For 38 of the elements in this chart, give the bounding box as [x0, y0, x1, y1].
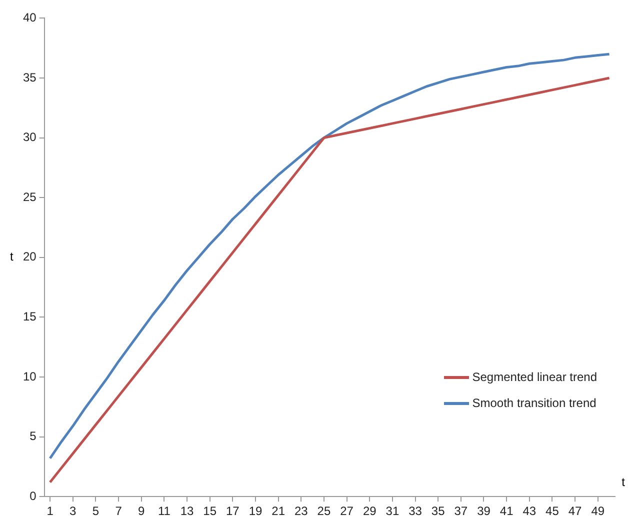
y-tick-label: 20 — [22, 250, 37, 264]
y-tick-label: 10 — [22, 369, 37, 384]
x-tick-label: 19 — [248, 504, 262, 518]
x-tick-label: 43 — [522, 504, 536, 518]
x-tick-label: 13 — [180, 504, 194, 518]
y-tick-label: 5 — [30, 429, 37, 444]
x-tick-label: 9 — [138, 504, 146, 518]
x-tick-label: 49 — [591, 504, 605, 518]
x-tick-label: 7 — [115, 504, 122, 518]
x-tick-label: 37 — [454, 504, 468, 518]
x-tick-label: 17 — [226, 504, 240, 518]
x-tick-label: 27 — [340, 504, 354, 518]
x-axis-title: t — [622, 474, 626, 489]
y-tick-label: 25 — [22, 190, 37, 204]
y-tick-label: 15 — [22, 310, 37, 324]
x-tick-label: 33 — [408, 504, 422, 518]
x-tick-label: 41 — [500, 504, 514, 518]
x-tick-label: 25 — [317, 504, 331, 518]
y-tick-label: 30 — [22, 130, 37, 144]
y-tick-label: 35 — [22, 70, 37, 84]
x-tick-label: 23 — [294, 504, 308, 518]
x-tick-label: 1 — [46, 504, 54, 518]
x-tick-label: 31 — [386, 504, 400, 518]
x-tick-label: 39 — [477, 504, 491, 518]
y-tick-label: 40 — [22, 10, 37, 25]
y-tick-label: 0 — [30, 488, 37, 503]
x-tick-label: 29 — [362, 504, 377, 518]
x-tick-label: 15 — [203, 504, 217, 518]
x-tick-label: 3 — [70, 504, 77, 518]
legend-label: Segmented linear trend — [472, 370, 597, 384]
x-tick-label: 11 — [158, 504, 171, 518]
x-tick-label: 45 — [546, 504, 560, 518]
y-axis-title: t — [10, 250, 14, 264]
legend-label: Smooth transition trend — [472, 396, 596, 410]
x-tick-label: 21 — [272, 504, 286, 518]
x-tick-label: 5 — [92, 504, 100, 518]
x-tick-label: 47 — [568, 504, 582, 518]
x-tick-label: 35 — [431, 504, 446, 518]
